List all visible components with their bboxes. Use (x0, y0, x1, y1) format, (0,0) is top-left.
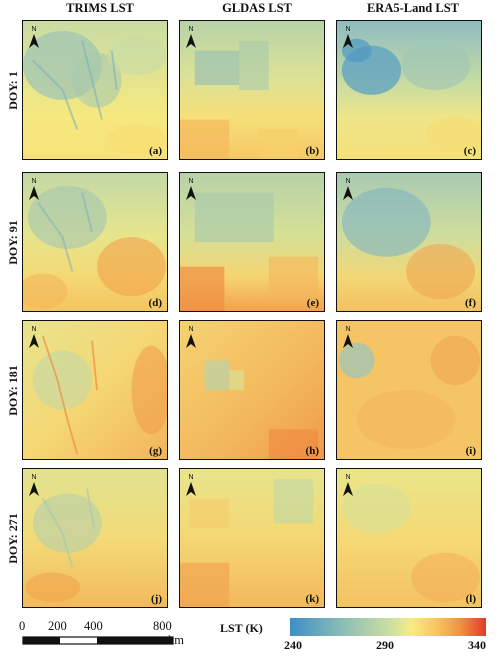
row-label-doy271: DOY: 271 (5, 512, 20, 564)
lst-map-j (23, 469, 167, 607)
north-arrow: N (29, 326, 43, 350)
legend-tick-240: 240 (284, 638, 302, 652)
map-panel-j: N (j) (22, 468, 168, 608)
scale-tick-400: 400 (84, 619, 103, 633)
north-arrow: N (343, 178, 357, 202)
panel-label: (k) (305, 593, 319, 605)
north-arrow: N (29, 178, 43, 202)
column-title-gldas: GLDAS LST (222, 1, 292, 15)
lst-map-c (337, 21, 481, 159)
north-arrow: N (186, 474, 200, 498)
north-arrow: N (186, 326, 200, 350)
lst-map-b (180, 21, 324, 159)
row-label-doy1: DOY: 1 (5, 70, 20, 110)
map-panel-d: N (d) (22, 172, 168, 312)
column-title-trims: TRIMS LST (66, 1, 134, 15)
row-label-doy181: DOY: 181 (5, 364, 20, 416)
map-panel-b: N (b) (179, 20, 325, 160)
north-arrow: N (29, 26, 43, 50)
map-panel-g: N (g) (22, 320, 168, 460)
panel-label: (d) (148, 297, 162, 309)
panel-label: (h) (305, 445, 319, 457)
lst-map-d (23, 173, 167, 311)
map-panel-h: N (h) (179, 320, 325, 460)
panel-label: (a) (149, 145, 162, 157)
lst-map-l (337, 469, 481, 607)
lst-map-g (23, 321, 167, 459)
north-arrow: N (343, 474, 357, 498)
north-arrow: N (343, 26, 357, 50)
panel-label: (j) (151, 593, 162, 605)
legend-title: LST (K) (220, 621, 263, 635)
map-panel-l: N (l) (336, 468, 482, 608)
north-arrow: N (186, 26, 200, 50)
row-label-doy91: DOY: 91 (5, 219, 20, 265)
north-arrow: N (343, 326, 357, 350)
panel-label: (i) (465, 445, 476, 457)
lst-map-f (337, 173, 481, 311)
panel-label: (c) (463, 145, 476, 157)
map-panel-k: N (k) (179, 468, 325, 608)
lst-map-e (180, 173, 324, 311)
lst-map-k (180, 469, 324, 607)
column-title-era5: ERA5-Land LST (366, 1, 460, 15)
scale-tick-800: 800 (153, 619, 172, 633)
map-panel-a: N (a) (22, 20, 168, 160)
scale-bar (22, 636, 174, 645)
panel-label: (g) (149, 445, 162, 457)
map-panel-f: N (f) (336, 172, 482, 312)
lst-map-a (23, 21, 167, 159)
legend-tick-290: 290 (376, 638, 394, 652)
panel-label: (b) (305, 145, 319, 157)
panel-label: (e) (306, 297, 319, 309)
scale-tick-200: 200 (48, 619, 67, 633)
map-panel-c: N (c) (336, 20, 482, 160)
scale-tick-0: 0 (19, 619, 26, 633)
lst-map-i (337, 321, 481, 459)
north-arrow: N (186, 178, 200, 202)
legend-tick-340: 340 (468, 638, 486, 652)
scale-unit: km (168, 633, 184, 647)
north-arrow: N (29, 474, 43, 498)
lst-map-h (180, 321, 324, 459)
map-panel-e: N (e) (179, 172, 325, 312)
panel-label: (f) (465, 297, 476, 309)
legend-color-bar (290, 618, 486, 636)
panel-label: (l) (465, 593, 476, 605)
map-panel-i: N (i) (336, 320, 482, 460)
